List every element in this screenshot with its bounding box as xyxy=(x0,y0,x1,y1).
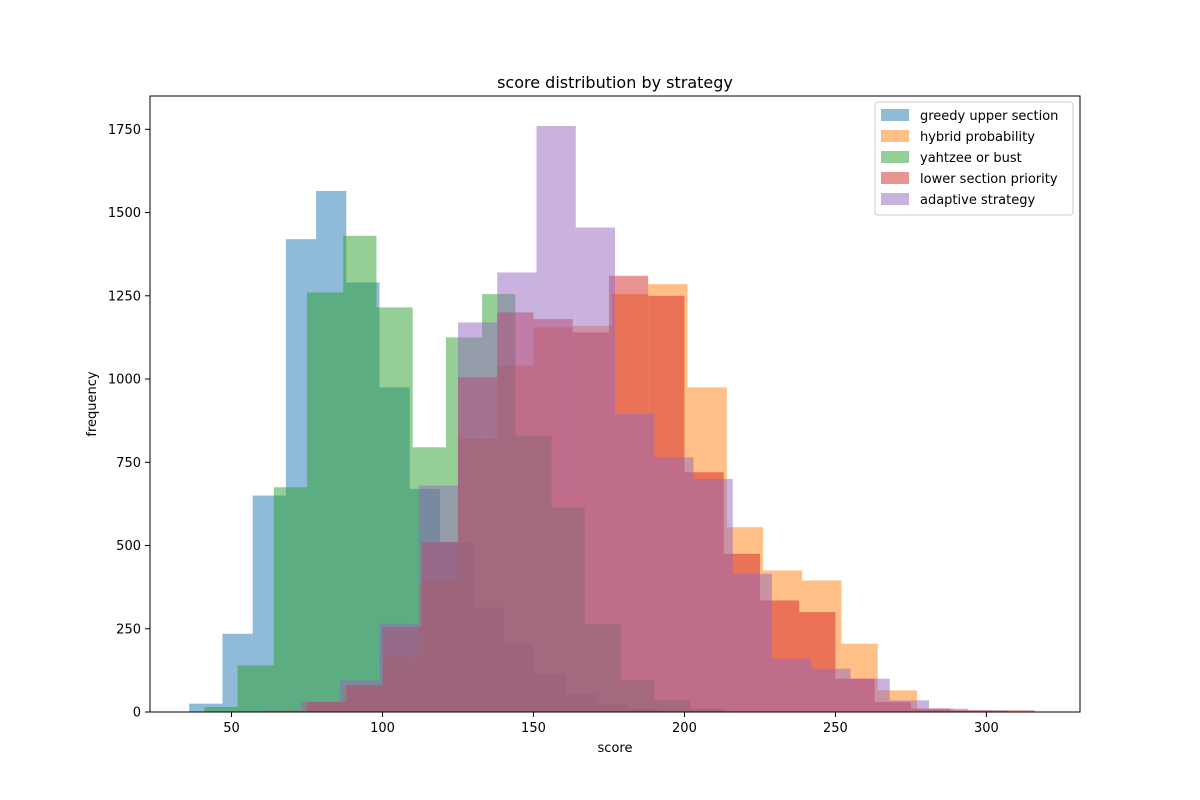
legend-label-3: lower section priority xyxy=(920,172,1058,187)
y-axis: 0 250 500 750 1000 1250 1500 1750 xyxy=(108,123,150,721)
x-axis-label: score xyxy=(598,741,633,756)
y-tick-label: 500 xyxy=(116,539,141,554)
legend-label-2: yahtzee or bust xyxy=(920,151,1022,166)
bar-s4-b4 xyxy=(418,485,458,712)
bar-s4-b5 xyxy=(457,322,498,712)
bar-s4-b1 xyxy=(300,702,341,712)
bar-s4-b10 xyxy=(654,457,694,712)
bar-s4-b12 xyxy=(732,573,773,712)
plot-frame xyxy=(149,95,1081,713)
legend-swatch-4 xyxy=(881,193,909,205)
legend: greedy upper section hybrid probability ya… xyxy=(874,101,1074,216)
series-4-bars xyxy=(261,125,1008,712)
bar-s4-b6 xyxy=(497,272,537,712)
bar-s4-b8 xyxy=(575,227,615,712)
legend-label-4: adaptive strategy xyxy=(920,193,1035,208)
y-axis-label: frequency xyxy=(85,371,100,437)
bar-s4-b0 xyxy=(261,710,301,712)
chart-title: score distribution by strategy xyxy=(497,73,733,92)
x-tick-label: 300 xyxy=(974,721,999,736)
x-tick-label: 50 xyxy=(223,721,240,736)
y-tick-label: 1250 xyxy=(108,289,141,304)
bar-s4-b17 xyxy=(929,708,969,712)
bar-s2-b4 xyxy=(343,235,377,713)
legend-label-0: greedy upper section xyxy=(920,109,1058,124)
bar-s4-b16 xyxy=(889,700,930,712)
y-tick-label: 0 xyxy=(133,706,141,721)
bar-s2-b2 xyxy=(273,487,308,712)
x-tick-label: 100 xyxy=(370,721,395,736)
y-tick-label: 1500 xyxy=(108,206,141,221)
y-tick-label: 750 xyxy=(116,456,141,471)
x-tick-label: 200 xyxy=(672,721,697,736)
x-axis: 50 100 150 200 250 300 xyxy=(223,712,999,736)
histogram-bars xyxy=(189,125,1035,713)
y-tick-label: 250 xyxy=(116,622,141,637)
bar-s2-b0 xyxy=(204,707,238,712)
bar-s4-b7 xyxy=(536,125,576,712)
bar-s4-b2 xyxy=(340,680,380,712)
x-tick-label: 250 xyxy=(823,721,848,736)
legend-swatch-2 xyxy=(881,151,909,163)
bar-s2-b1 xyxy=(237,665,274,712)
bar-s4-b9 xyxy=(615,413,655,712)
y-tick-label: 1750 xyxy=(108,123,141,138)
legend-label-1: hybrid probability xyxy=(920,130,1035,145)
bar-s2-b3 xyxy=(307,292,344,712)
x-tick-label: 150 xyxy=(521,721,546,736)
legend-swatch-1 xyxy=(881,130,909,142)
bar-s4-b18 xyxy=(968,710,1008,712)
bar-s4-b14 xyxy=(811,668,851,712)
legend-box xyxy=(874,101,1074,216)
bar-s4-b13 xyxy=(772,658,812,712)
y-tick-label: 1000 xyxy=(108,373,141,388)
bar-s4-b15 xyxy=(850,678,890,712)
bar-s4-b3 xyxy=(379,623,419,712)
bar-s4-b11 xyxy=(693,478,733,712)
legend-swatch-3 xyxy=(881,172,909,184)
legend-swatch-0 xyxy=(881,109,909,121)
bar-s3-b18 xyxy=(986,710,1035,712)
